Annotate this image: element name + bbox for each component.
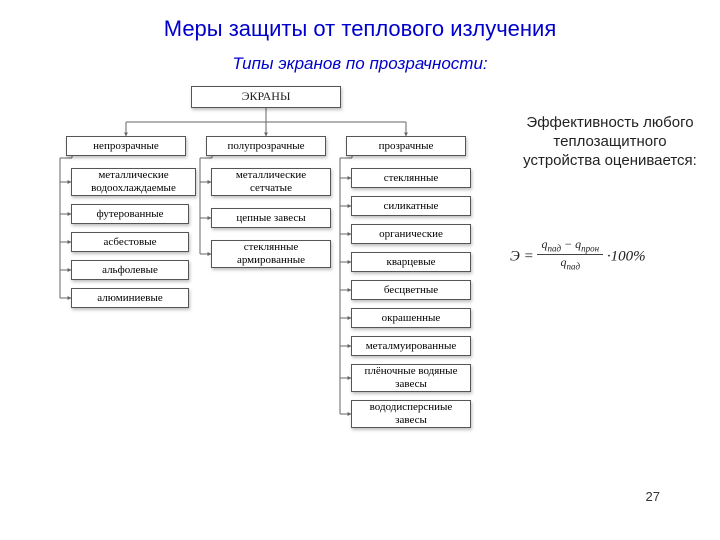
branch-2-item-3: кварцевые — [351, 252, 471, 272]
side-description: Эффективность любого теплозащитного устр… — [520, 114, 700, 170]
branch-header-2: прозрачные — [346, 136, 466, 156]
slide-subtitle: Типы экранов по прозрачности: — [0, 54, 720, 74]
branch-0-item-3: альфолевые — [71, 260, 189, 280]
slide: Меры защиты от теплового излучения Типы … — [0, 0, 720, 540]
branch-2-item-0: стеклянные — [351, 168, 471, 188]
branch-header-1: полупрозрачные — [206, 136, 326, 156]
branch-1-item-0: металлические сетчатые — [211, 168, 331, 196]
efficiency-formula: Э = qпад − qпрон qпад ·100% — [510, 240, 710, 274]
branch-1-item-2: стеклянные армированные — [211, 240, 331, 268]
branch-header-0: непрозрачные — [66, 136, 186, 156]
formula-tail: ·100% — [607, 248, 646, 264]
branch-2-item-6: металмуированные — [351, 336, 471, 356]
num-a-sub: пад — [547, 243, 561, 253]
branch-2-item-2: органические — [351, 224, 471, 244]
formula-left: Э = — [510, 248, 534, 264]
branch-0-item-2: асбестовые — [71, 232, 189, 252]
formula-numerator: qпад − qпрон — [537, 238, 603, 255]
hierarchy-diagram: ЭКРАНЫ непрозрачные металлические водоохла… — [56, 86, 476, 526]
num-b-sub: прон — [581, 243, 599, 253]
branch-2-item-1: силикатные — [351, 196, 471, 216]
root-node: ЭКРАНЫ — [191, 86, 341, 108]
branch-1-item-1: цепные завесы — [211, 208, 331, 228]
branch-2-item-5: окрашенные — [351, 308, 471, 328]
formula-fraction: qпад − qпрон qпад — [537, 238, 603, 272]
branch-2-item-7: плёночные водяные завесы — [351, 364, 471, 392]
branch-2-item-4: бесцветные — [351, 280, 471, 300]
branch-2-item-8: вододисперсниые завесы — [351, 400, 471, 428]
slide-title: Меры защиты от теплового излучения — [0, 16, 720, 42]
den-sub: пад — [566, 262, 580, 272]
formula-denominator: qпад — [537, 255, 603, 271]
branch-0-item-4: алюминиевые — [71, 288, 189, 308]
branch-0-item-1: футерованные — [71, 204, 189, 224]
page-number: 27 — [646, 489, 660, 504]
branch-0-item-0: металлические водоохлаждаемые — [71, 168, 196, 196]
